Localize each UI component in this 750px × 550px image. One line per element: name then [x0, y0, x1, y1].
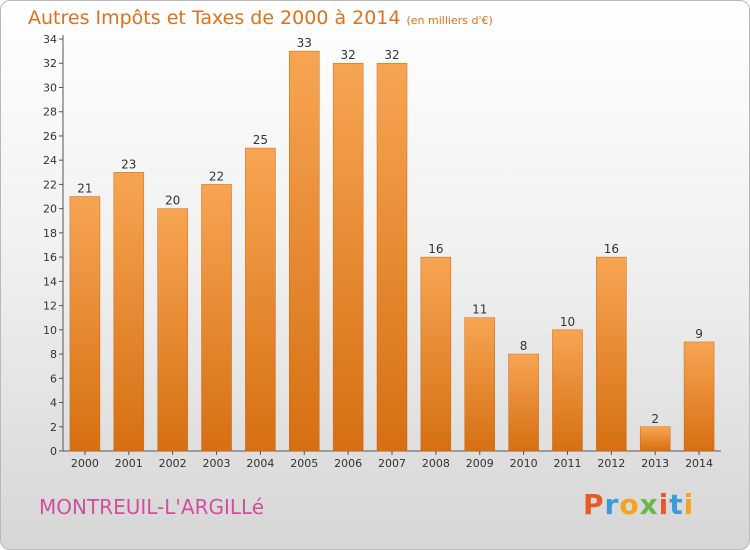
y-tick-label: 12	[43, 300, 57, 313]
x-tick-label: 2009	[466, 457, 494, 470]
x-tick-label: 2002	[159, 457, 187, 470]
logo-letter: i	[658, 488, 670, 521]
x-tick-label: 2007	[378, 457, 406, 470]
logo-letter: i	[683, 488, 695, 521]
proxiti-logo: Proxiti	[583, 488, 694, 521]
bar-value-label: 33	[297, 36, 312, 50]
x-tick-label: 2012	[597, 457, 625, 470]
bar	[508, 353, 539, 452]
y-tick-label: 26	[43, 130, 57, 143]
y-tick-label: 10	[43, 324, 57, 337]
logo-letter: P	[583, 488, 605, 521]
bar-value-label: 8	[520, 339, 528, 353]
bar	[376, 62, 408, 452]
bar	[552, 329, 583, 452]
bar-value-label: 21	[77, 182, 92, 196]
bar	[683, 341, 715, 452]
x-tick-label: 2005	[290, 457, 318, 470]
y-tick-label: 28	[43, 106, 57, 119]
y-tick-label: 14	[43, 275, 57, 288]
y-tick-label: 24	[43, 154, 57, 167]
y-tick-label: 34	[43, 33, 57, 46]
bar-value-label: 11	[472, 303, 487, 317]
bar-value-label: 16	[604, 242, 619, 256]
bar-value-label: 23	[121, 157, 136, 171]
y-tick-label: 16	[43, 251, 57, 264]
x-tick-label: 2003	[203, 457, 231, 470]
y-tick-label: 32	[43, 57, 57, 70]
logo-letter: x	[639, 488, 659, 521]
bar	[157, 208, 188, 452]
bar-value-label: 20	[165, 194, 180, 208]
x-tick-label: 2013	[641, 457, 669, 470]
chart-title-text: Autres Impôts et Taxes de 2000 à 2014	[28, 7, 401, 29]
y-tick-label: 8	[50, 348, 57, 361]
y-tick-label: 22	[43, 178, 57, 191]
bar	[69, 196, 101, 452]
chart-subtitle: (en milliers d'€)	[406, 14, 493, 27]
x-tick-label: 2008	[422, 457, 450, 470]
y-tick-label: 2	[50, 421, 57, 434]
y-tick-label: 6	[50, 372, 57, 385]
x-tick-label: 2014	[685, 457, 713, 470]
x-tick-label: 2006	[334, 457, 362, 470]
logo-letter: t	[669, 488, 684, 521]
bar	[113, 172, 145, 452]
bar	[289, 50, 320, 452]
bar-value-label: 10	[560, 315, 575, 329]
bar-value-label: 16	[428, 242, 443, 256]
chart-title: Autres Impôts et Taxes de 2000 à 2014 (en…	[28, 7, 493, 29]
bar-value-label: 22	[209, 169, 224, 183]
y-tick-label: 20	[43, 203, 57, 216]
bar	[420, 256, 452, 452]
x-tick-label: 2000	[71, 457, 99, 470]
y-tick-label: 0	[50, 445, 57, 458]
x-tick-label: 2010	[510, 457, 538, 470]
bar-value-label: 32	[384, 48, 399, 62]
y-tick-label: 30	[43, 81, 57, 94]
commune-name: MONTREUIL-L'ARGILLé	[39, 495, 265, 519]
x-tick-label: 2004	[246, 457, 274, 470]
bar-value-label: 2	[651, 412, 659, 426]
bar	[596, 256, 627, 452]
x-tick-label: 2011	[553, 457, 581, 470]
bar-value-label: 32	[340, 48, 355, 62]
bar-value-label: 9	[695, 327, 703, 341]
x-tick-label: 2001	[115, 457, 143, 470]
logo-letter: o	[619, 488, 640, 521]
bar-chart: 0246810121416182022242628303234212000232…	[43, 33, 721, 470]
bar	[332, 62, 364, 452]
bar	[201, 184, 232, 452]
bar	[245, 147, 276, 452]
bar	[464, 317, 495, 452]
plot-area: 0246810121416182022242628303234212000232…	[43, 33, 721, 470]
y-tick-label: 4	[50, 397, 57, 410]
bar	[639, 426, 671, 452]
logo-letter: r	[604, 488, 620, 521]
y-tick-label: 18	[43, 227, 57, 240]
bar-value-label: 25	[253, 133, 268, 147]
